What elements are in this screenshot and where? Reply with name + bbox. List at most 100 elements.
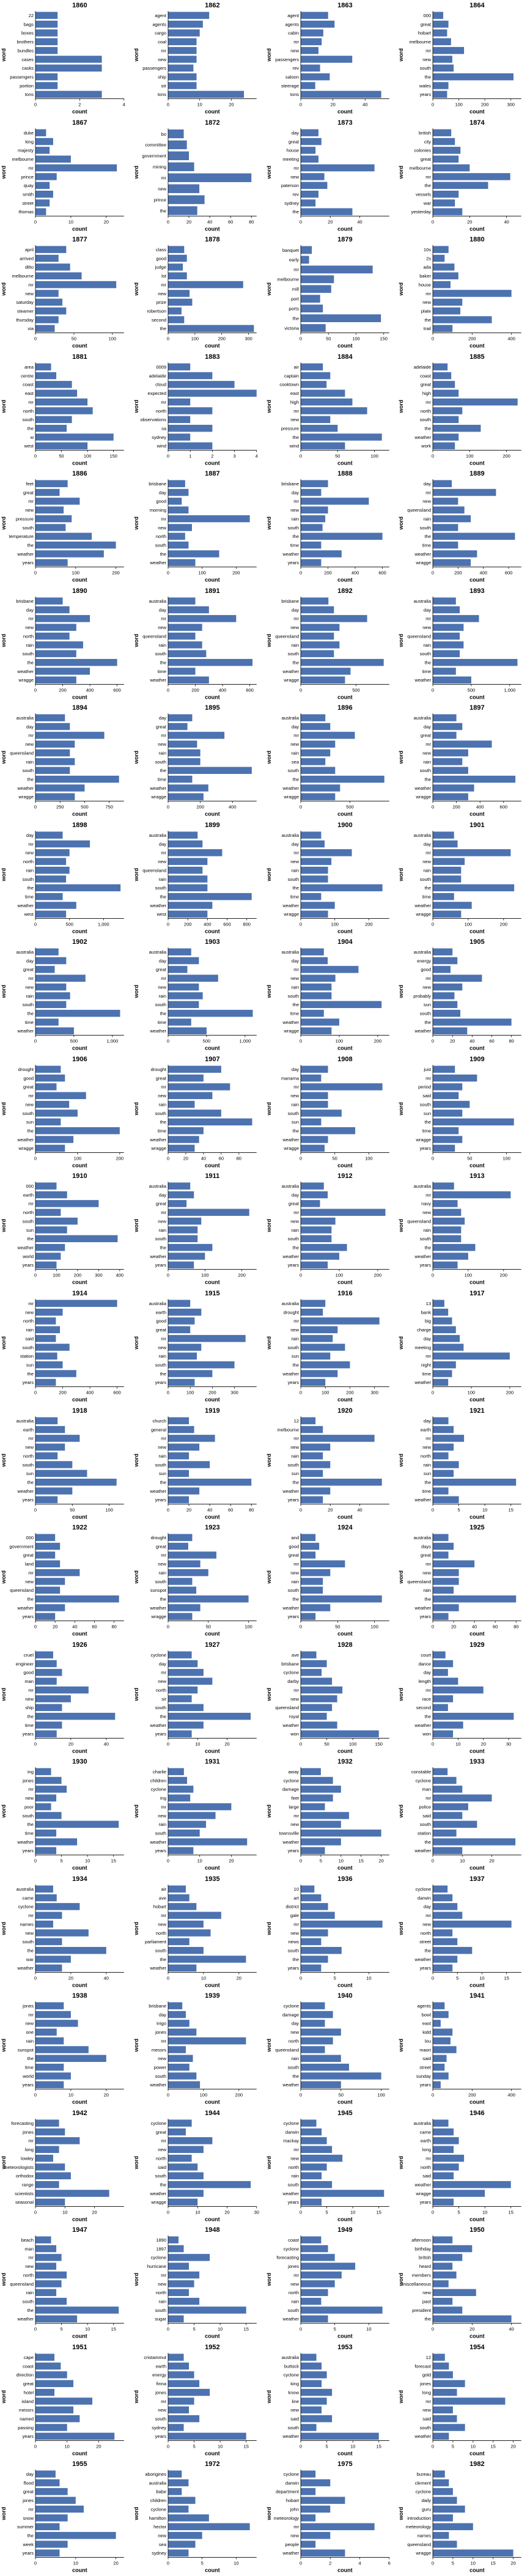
y-tick-label: expected [147,391,166,396]
y-tick-label: the [425,317,431,323]
bar-12 [300,1416,315,1424]
y-tick-label: mr [161,733,166,738]
y-tick-label: mr [293,267,299,273]
chart-title: 1908 [337,1056,352,1063]
x-tick-label: 200 [374,1273,381,1278]
bar-day [300,1191,328,1199]
y-tick-label: weather [149,1488,166,1493]
x-tick-label: 50 [324,1741,329,1746]
bar-lowley [35,2154,53,2162]
y-tick-label: great [156,2129,167,2135]
y-tick-label: new [158,1921,166,1927]
x-tick-label: 0 [167,336,169,342]
bar-new [35,1695,71,1702]
x-tick-label: 300 [507,102,515,108]
bar-rain [167,1352,197,1360]
x-axis-label: count [72,1865,87,1871]
y-tick-label: years [420,1263,432,1268]
x-tick-label: 200 [374,1039,381,1044]
y-tick-label: mr [426,1075,432,1081]
chart-title: 1982 [469,2460,484,2468]
bar-seasonal [35,2198,65,2206]
y-tick-label: scientists [15,2191,34,2196]
x-tick-label: 200 [238,1273,246,1278]
bar-victoria [300,324,326,333]
y-tick-label: the [28,1597,34,1602]
y-tick-label: south [420,877,431,882]
y-tick-label: north [23,633,34,639]
y-tick-label: wragge [416,794,432,800]
bar-mr [35,1434,80,1442]
bar-the [433,1244,476,1251]
bar-mr [433,1686,484,1693]
y-tick-label: south [155,1948,166,1953]
x-tick-label: 15 [376,2209,381,2215]
bar-new [300,46,318,54]
y-tick-label: ship [25,1705,34,1710]
y-axis-label: word [133,634,139,648]
bar-the [433,1595,517,1603]
x-tick-label: 150 [380,336,388,342]
y-tick-label: new [290,1219,299,1224]
bar-weather [300,2550,345,2557]
bar-weather [433,1847,463,1855]
bar-passengers [35,73,58,81]
bar-years [300,2198,322,2206]
x-axis-label: count [337,2333,353,2339]
y-axis-label: word [398,985,404,999]
x-axis-label: count [205,811,220,817]
y-tick-label: australia [414,1183,432,1189]
y-tick-label: cyclone [150,1652,166,1658]
y-tick-label: came [420,2129,431,2135]
y-tick-label: kidd [422,2030,431,2035]
y-tick-label: cyclone [283,1669,298,1675]
bar-finna [167,2380,199,2387]
y-tick-label: new [158,2056,166,2061]
y-tick-label: mr [28,1787,34,1792]
y-tick-label: new [422,300,431,305]
bar-cristammut [167,2353,184,2361]
y-axis-label: word [133,400,139,414]
x-axis-label: count [72,811,87,817]
x-axis-label: count [72,226,87,232]
y-tick-label: day [424,481,431,487]
bar-south [35,767,70,775]
y-tick-label: rain [26,2039,34,2044]
chart-title: 1874 [469,119,485,127]
x-tick-label: 0 [34,102,37,108]
bar-rain [300,1452,323,1459]
y-tick-label: south [23,417,34,422]
y-tick-label: 12 [426,2355,431,2360]
chart-title: 1897 [469,704,484,712]
x-tick-label: 0 [167,2561,169,2566]
x-tick-label: 0 [34,1624,37,1630]
y-tick-label: south [23,1111,34,1116]
bar-earth [35,1426,65,1433]
x-tick-label: 20 [224,2209,229,2215]
x-tick-label: 20 [330,102,335,108]
bar-day [35,831,63,839]
x-axis-label: count [337,2450,353,2456]
x-axis-label: count [337,928,353,934]
y-tick-label: the [28,1371,34,1377]
y-tick-label: lot [161,273,167,279]
y-tick-label: weather [17,1137,34,1143]
x-tick-label: 15 [376,2443,381,2449]
y-tick-label: cape [24,2355,34,2360]
x-tick-label: 20 [481,1741,486,1746]
x-tick-label: 10 [482,2209,487,2215]
x-tick-label: 80 [236,1155,241,1161]
bar-years [35,1613,56,1621]
bar-new [300,1092,328,1099]
x-tick-label: 100 [503,1155,511,1161]
x-axis-label: count [469,1162,485,1168]
y-tick-label: good [156,256,166,261]
bar-duke [35,128,46,136]
y-tick-label: north [156,408,166,413]
x-axis-label: count [205,928,220,934]
bar-townsville [300,1830,381,1837]
x-tick-label: 200 [116,1155,124,1161]
bar-australia [433,1534,449,1541]
bar-north [167,407,213,414]
